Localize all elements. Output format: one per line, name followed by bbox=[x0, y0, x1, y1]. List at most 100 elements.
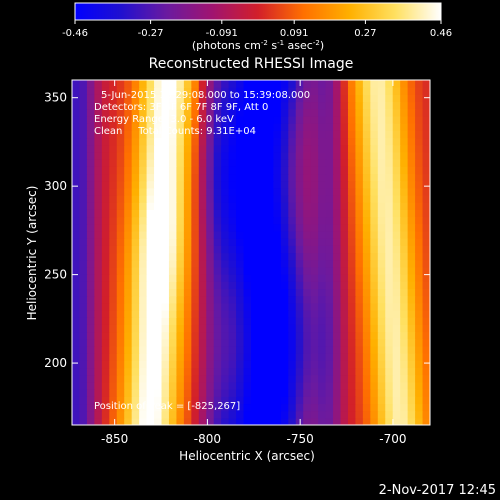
heatmap-cell bbox=[198, 374, 207, 383]
heatmap-cell bbox=[325, 381, 334, 390]
heatmap-cell bbox=[139, 338, 148, 347]
heatmap-cell bbox=[176, 187, 185, 196]
heatmap-cell bbox=[392, 216, 401, 225]
heatmap-cell bbox=[258, 310, 267, 318]
heatmap-cell bbox=[280, 173, 289, 182]
heatmap-cell bbox=[340, 230, 349, 239]
x-tick-label: -850 bbox=[101, 432, 128, 446]
heatmap-cell bbox=[318, 295, 327, 304]
heatmap-cell bbox=[161, 245, 170, 254]
heatmap-cell bbox=[116, 238, 125, 246]
heatmap-cell bbox=[288, 338, 297, 347]
heatmap-cell bbox=[154, 338, 163, 347]
heatmap-cell bbox=[213, 123, 222, 131]
heatmap-cell bbox=[303, 360, 312, 369]
heatmap-cell bbox=[362, 245, 371, 254]
heatmap-cell bbox=[154, 259, 163, 268]
heatmap-cell bbox=[310, 173, 319, 182]
heatmap-cell bbox=[94, 238, 103, 246]
heatmap-cell bbox=[139, 281, 148, 290]
heatmap-cell bbox=[228, 396, 237, 405]
heatmap-cell bbox=[116, 123, 125, 131]
heatmap-cell bbox=[243, 180, 252, 189]
heatmap-cell bbox=[407, 410, 416, 419]
heatmap-cell bbox=[101, 195, 110, 203]
heatmap-cell bbox=[251, 360, 260, 369]
heatmap-cell bbox=[325, 216, 334, 225]
heatmap-cell bbox=[333, 166, 342, 175]
heatmap-cell bbox=[221, 115, 230, 124]
heatmap-cell bbox=[392, 87, 401, 95]
heatmap-cell bbox=[415, 159, 424, 167]
heatmap-cell bbox=[392, 367, 401, 376]
heatmap-cell bbox=[198, 281, 207, 290]
heatmap-cell bbox=[377, 166, 386, 175]
heatmap-cell bbox=[183, 187, 192, 196]
heatmap-cell bbox=[213, 202, 222, 210]
heatmap-cell bbox=[213, 317, 222, 325]
heatmap-cell bbox=[94, 115, 103, 124]
heatmap-cell bbox=[206, 374, 215, 383]
heatmap-cell bbox=[385, 381, 394, 390]
heatmap-cell bbox=[154, 331, 163, 340]
heatmap-cell bbox=[258, 345, 267, 354]
heatmap-cell bbox=[288, 403, 297, 412]
heatmap-cell bbox=[407, 281, 416, 290]
heatmap-cell bbox=[385, 87, 394, 95]
heatmap-cell bbox=[385, 195, 394, 203]
heatmap-cell bbox=[79, 80, 88, 88]
heatmap-cell bbox=[407, 166, 416, 175]
heatmap-cell bbox=[236, 353, 245, 361]
heatmap-cell bbox=[131, 115, 140, 124]
heatmap-cell bbox=[228, 151, 237, 160]
heatmap-cell bbox=[124, 151, 133, 160]
heatmap-cell bbox=[72, 417, 81, 425]
heatmap-cell bbox=[370, 396, 379, 405]
heatmap-cell bbox=[176, 295, 185, 304]
heatmap-cell bbox=[333, 230, 342, 239]
heatmap-cell bbox=[79, 94, 88, 103]
heatmap-cell bbox=[415, 410, 424, 419]
heatmap-cell bbox=[116, 310, 125, 318]
heatmap-cell bbox=[72, 202, 81, 210]
heatmap-cell bbox=[94, 266, 103, 275]
heatmap-cell bbox=[385, 295, 394, 304]
heatmap-cell bbox=[79, 209, 88, 218]
heatmap-cell bbox=[415, 216, 424, 225]
heatmap-cell bbox=[243, 115, 252, 124]
heatmap-cell bbox=[124, 259, 133, 268]
heatmap-cell bbox=[422, 360, 430, 369]
heatmap-cell bbox=[221, 288, 230, 297]
heatmap-cell bbox=[124, 123, 133, 131]
heatmap-cell bbox=[221, 389, 230, 397]
heatmap-cell bbox=[191, 331, 200, 340]
heatmap-cell bbox=[116, 389, 125, 397]
heatmap-cell bbox=[183, 80, 192, 88]
heatmap-cell bbox=[243, 238, 252, 246]
heatmap-cell bbox=[228, 310, 237, 318]
heatmap-cell bbox=[146, 216, 155, 225]
heatmap-cell bbox=[407, 338, 416, 347]
heatmap-cell bbox=[347, 209, 357, 218]
heatmap-cell bbox=[318, 80, 327, 88]
heatmap-cell bbox=[72, 403, 81, 412]
heatmap-cell bbox=[243, 144, 252, 153]
heatmap-cell bbox=[176, 223, 185, 232]
heatmap-cell bbox=[146, 223, 155, 232]
heatmap-cell bbox=[340, 173, 349, 182]
heatmap-cell bbox=[101, 310, 110, 318]
heatmap-cell bbox=[94, 173, 103, 182]
heatmap-cell bbox=[370, 266, 379, 275]
heatmap-cell bbox=[288, 94, 297, 103]
heatmap-cell bbox=[347, 417, 357, 425]
heatmap-cell bbox=[370, 389, 379, 397]
heatmap-cell bbox=[333, 173, 342, 182]
heatmap-cell bbox=[392, 159, 401, 167]
heatmap-cell bbox=[303, 216, 312, 225]
heatmap-cell bbox=[340, 195, 349, 203]
heatmap-cell bbox=[280, 317, 289, 325]
heatmap-cell bbox=[318, 195, 327, 203]
heatmap-cell bbox=[370, 80, 379, 88]
heatmap-cell bbox=[206, 151, 215, 160]
heatmap-cell bbox=[139, 123, 148, 131]
